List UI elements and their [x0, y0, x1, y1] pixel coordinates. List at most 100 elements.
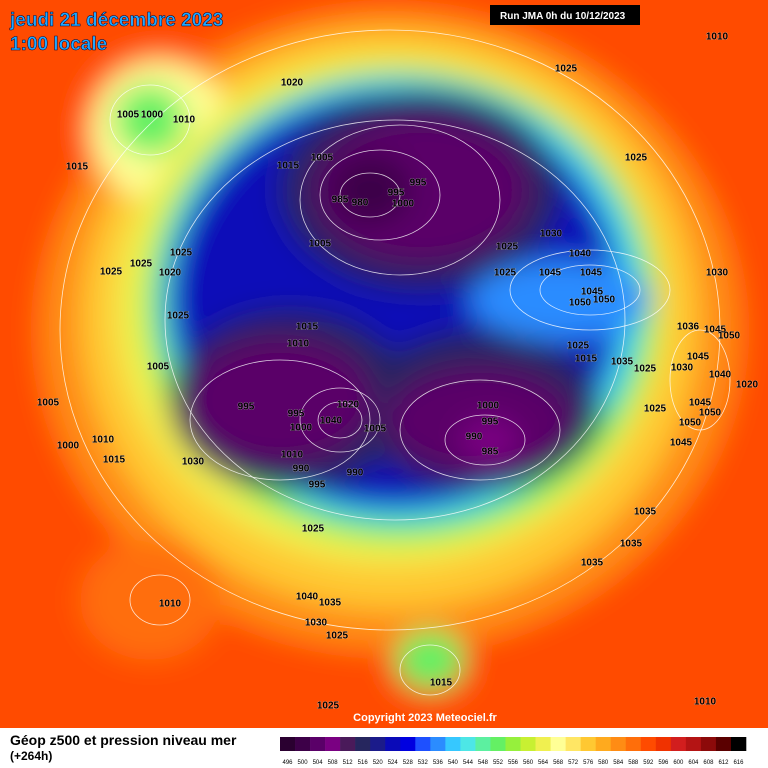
- colorbar-label: 596: [658, 760, 669, 766]
- colorbar-swatch: [490, 737, 506, 751]
- isobar-label: 1025: [302, 524, 325, 535]
- colorbar-label: 512: [343, 760, 354, 766]
- copyright: Copyright 2023 Meteociel.fr: [353, 712, 497, 724]
- colorbar-label: 532: [418, 760, 429, 766]
- colorbar-swatch: [535, 737, 551, 751]
- colorbar-label: 608: [703, 760, 714, 766]
- isobar-label: 1045: [687, 352, 710, 363]
- isobar-label: 1025: [496, 242, 519, 253]
- date-title: jeudi 21 décembre 2023: [9, 10, 223, 31]
- colorbar-swatch: [685, 737, 702, 751]
- isobar-label: 1040: [320, 416, 343, 427]
- isobar-label: 995: [238, 402, 255, 413]
- colorbar-swatch: [715, 737, 732, 751]
- colorbar-label: 500: [298, 760, 309, 766]
- isobar-label: 1015: [103, 455, 126, 466]
- isobar-label: 995: [410, 178, 427, 189]
- isobars: [59, 29, 731, 696]
- isobar-label: 990: [466, 432, 483, 443]
- colorbar-swatch: [280, 737, 296, 751]
- isobar-label: 1025: [634, 364, 657, 375]
- colorbar-label: 504: [313, 760, 324, 766]
- isobar-label: 980: [352, 198, 369, 209]
- isobar-label: 1025: [644, 404, 667, 415]
- isobar-label: 1030: [305, 618, 328, 629]
- colorbar-swatch: [565, 737, 581, 751]
- isobar-label: 1010: [694, 697, 717, 708]
- colorbar-swatch: [655, 737, 672, 751]
- colorbar-label: 580: [598, 760, 609, 766]
- isobar-label: 1010: [706, 32, 729, 43]
- colorbar-swatch: [625, 737, 642, 751]
- run-label: Run JMA 0h du 10/12/2023: [500, 11, 626, 22]
- isobar-label: 1005: [117, 110, 140, 121]
- isobar-label: 1045: [581, 287, 604, 298]
- isobar-label: 1045: [689, 398, 712, 409]
- colorbar-swatch: [505, 737, 521, 751]
- isobar-label: 1035: [634, 507, 657, 518]
- isobar-label: 1035: [319, 598, 342, 609]
- isobar-label: 1025: [625, 153, 648, 164]
- isobar-label: 1005: [311, 153, 334, 164]
- colorbar-swatch: [310, 737, 326, 751]
- isobar-label: 1040: [569, 249, 592, 260]
- colorbar-label: 568: [553, 760, 564, 766]
- isobar-label: 1015: [430, 678, 453, 689]
- colorbar-label: 528: [403, 760, 414, 766]
- isobar-label: 1020: [159, 268, 182, 279]
- isobar-label: 1005: [147, 362, 170, 373]
- colorbar-label: 588: [628, 760, 639, 766]
- isobar-label: 1005: [364, 424, 387, 435]
- colorbar-swatch: [415, 737, 431, 751]
- colorbar-swatch: [595, 737, 612, 751]
- isobar-label: 1020: [337, 400, 360, 411]
- isobar-label: 1005: [37, 398, 60, 409]
- colorbar-swatch: [580, 737, 596, 751]
- isobar-label: 1025: [494, 268, 517, 279]
- colorbar-label: 508: [328, 760, 339, 766]
- isobar-label: 1035: [611, 357, 634, 368]
- colorbar-label: 544: [463, 760, 474, 766]
- isobar-label: 1025: [130, 259, 153, 270]
- isobar-label: 990: [293, 464, 310, 475]
- isobar-label: 1015: [277, 161, 300, 172]
- isobar-label: 1000: [57, 441, 80, 452]
- colorbar-swatch: [475, 737, 491, 751]
- colorbar-label: 556: [508, 760, 519, 766]
- isobar-label: 995: [482, 417, 499, 428]
- colorbar-label: 536: [433, 760, 444, 766]
- isobar-label: 1050: [679, 418, 702, 429]
- isobar-label: 1000: [141, 110, 164, 121]
- isobar-label: 1000: [477, 401, 500, 412]
- isobar-label: 1045: [670, 438, 693, 449]
- colorbar-label: 584: [613, 760, 624, 766]
- isobar-label: 1045: [580, 268, 603, 279]
- isobar-label: 1035: [620, 539, 643, 550]
- isobar-label: 1050: [718, 331, 741, 342]
- isobar-label: 1010: [173, 115, 196, 126]
- isobar-label: 1020: [736, 380, 759, 391]
- isobar-label: 1020: [281, 78, 304, 89]
- colorbar-label: 604: [688, 760, 699, 766]
- isobar-label: 995: [388, 188, 405, 199]
- isobar-label: 1025: [326, 631, 349, 642]
- isobar-label: 1025: [167, 311, 190, 322]
- isobar-label: 1025: [567, 341, 590, 352]
- isobar-label: 1015: [575, 354, 598, 365]
- colorbar-label: 548: [478, 760, 489, 766]
- isobar-label: 1040: [709, 370, 732, 381]
- isobar-label: 1005: [309, 239, 332, 250]
- isobar-label: 1010: [92, 435, 115, 446]
- colorbar-label: 612: [718, 760, 729, 766]
- isobar-label: 1050: [569, 298, 592, 309]
- isobar-label: 1025: [317, 701, 340, 712]
- isobar-label: 1030: [540, 229, 563, 240]
- isobar-label: 1010: [287, 339, 310, 350]
- isobar-label: 1030: [182, 457, 205, 468]
- isobar-label: 1045: [539, 268, 562, 279]
- colorbar-swatch: [550, 737, 566, 751]
- isobar-label: 1010: [281, 450, 304, 461]
- colorbar-swatch: [400, 737, 416, 751]
